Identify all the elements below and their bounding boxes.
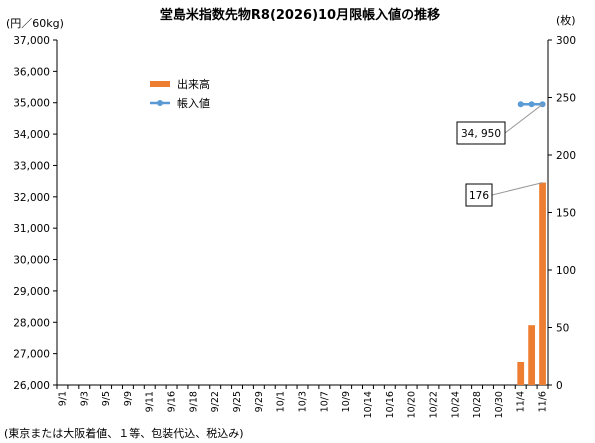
left-tick-label: 28,000 — [13, 317, 50, 329]
left-tick-label: 35,000 — [13, 98, 50, 110]
x-tick-label: 9/18 — [188, 391, 199, 412]
volume-bar — [528, 325, 536, 385]
left-axis-ticks: 26,000 27,000 28,000 29,000 30,000 31,000 32,0… — [13, 35, 57, 392]
x-tick-label: 9/22 — [210, 391, 221, 412]
x-tick-label: 10/22 — [428, 391, 439, 418]
left-tick-label: 29,000 — [13, 286, 50, 298]
left-tick-label: 31,000 — [13, 223, 50, 235]
x-tick-label: 9/5 — [101, 391, 112, 406]
right-tick-label: 50 — [556, 323, 569, 335]
settlement-point — [528, 101, 535, 108]
right-tick-label: 150 — [556, 208, 576, 220]
x-tick-label: 9/1 — [57, 391, 68, 406]
chart-title: 堂島米指数先物R8(2026)10月限帳入値の推移 — [160, 7, 440, 23]
left-tick-label: 37,000 — [13, 35, 50, 47]
x-tick-label: 10/16 — [385, 391, 396, 418]
right-tick-label: 300 — [556, 35, 576, 47]
callouts: 34, 950 176 — [456, 103, 543, 207]
right-tick-label: 0 — [556, 380, 563, 392]
callout-leader — [504, 103, 543, 134]
x-tick-label: 9/9 — [123, 391, 134, 406]
x-tick-label: 9/11 — [145, 391, 156, 412]
legend-label-settlement: 帳入値 — [177, 96, 210, 110]
x-tick-label: 10/28 — [472, 391, 483, 418]
x-tick-label: 9/29 — [254, 391, 265, 412]
right-tick-label: 100 — [556, 265, 576, 277]
callout-label: 34, 950 — [461, 128, 501, 140]
left-tick-label: 27,000 — [13, 349, 50, 361]
right-tick-label: 250 — [556, 93, 576, 105]
callout-leader — [491, 182, 543, 196]
right-axis-ticks: 0 50 100 150 200 250 300 — [548, 35, 576, 392]
left-tick-label: 34,000 — [13, 129, 50, 141]
left-axis-unit: (円／60kg) — [6, 17, 64, 30]
left-tick-label: 30,000 — [13, 255, 50, 267]
x-tick-label: 11/4 — [516, 391, 527, 412]
settlement-line — [517, 101, 546, 108]
legend: 出来高 帳入値 — [150, 77, 210, 110]
legend-swatch-volume — [150, 81, 170, 87]
left-tick-label: 33,000 — [13, 160, 50, 172]
legend-label-volume: 出来高 — [177, 77, 210, 91]
x-tick-label: 10/30 — [494, 391, 505, 418]
x-tick-label: 9/25 — [232, 391, 243, 412]
plot-area — [56, 40, 549, 386]
volume-bar — [539, 182, 546, 385]
x-tick-label: 10/24 — [450, 391, 461, 418]
x-tick-label: 10/7 — [319, 391, 330, 412]
settlement-point — [517, 101, 524, 108]
x-tick-label: 10/3 — [298, 391, 309, 412]
footnote: (東京または大阪着値、１等、包装代込、税込み) — [4, 426, 244, 440]
callout-label: 176 — [469, 190, 489, 202]
x-tick-label: 10/9 — [341, 391, 352, 412]
volume-bar — [517, 362, 525, 385]
x-tick-label: 10/14 — [363, 391, 374, 418]
legend-swatch-settlement-marker — [157, 100, 163, 106]
right-tick-label: 200 — [556, 150, 576, 162]
x-tick-label: 11/6 — [538, 391, 549, 412]
x-tick-label: 9/16 — [167, 391, 178, 412]
x-tick-label: 10/1 — [276, 391, 287, 412]
left-tick-label: 26,000 — [13, 380, 50, 392]
left-tick-label: 32,000 — [13, 192, 50, 204]
volume-bars — [517, 182, 546, 385]
x-tick-label: 10/20 — [407, 391, 418, 418]
callout-box — [456, 121, 506, 145]
x-axis-ticks: 9/1 9/3 9/5 9/9 9/11 9/16 9/18 9/22 9/25 9/29 10/1… — [56, 385, 549, 418]
right-axis-unit: (枚) — [556, 13, 576, 27]
left-tick-label: 36,000 — [13, 66, 50, 78]
x-tick-label: 9/3 — [79, 391, 90, 406]
callout-box — [465, 183, 493, 207]
